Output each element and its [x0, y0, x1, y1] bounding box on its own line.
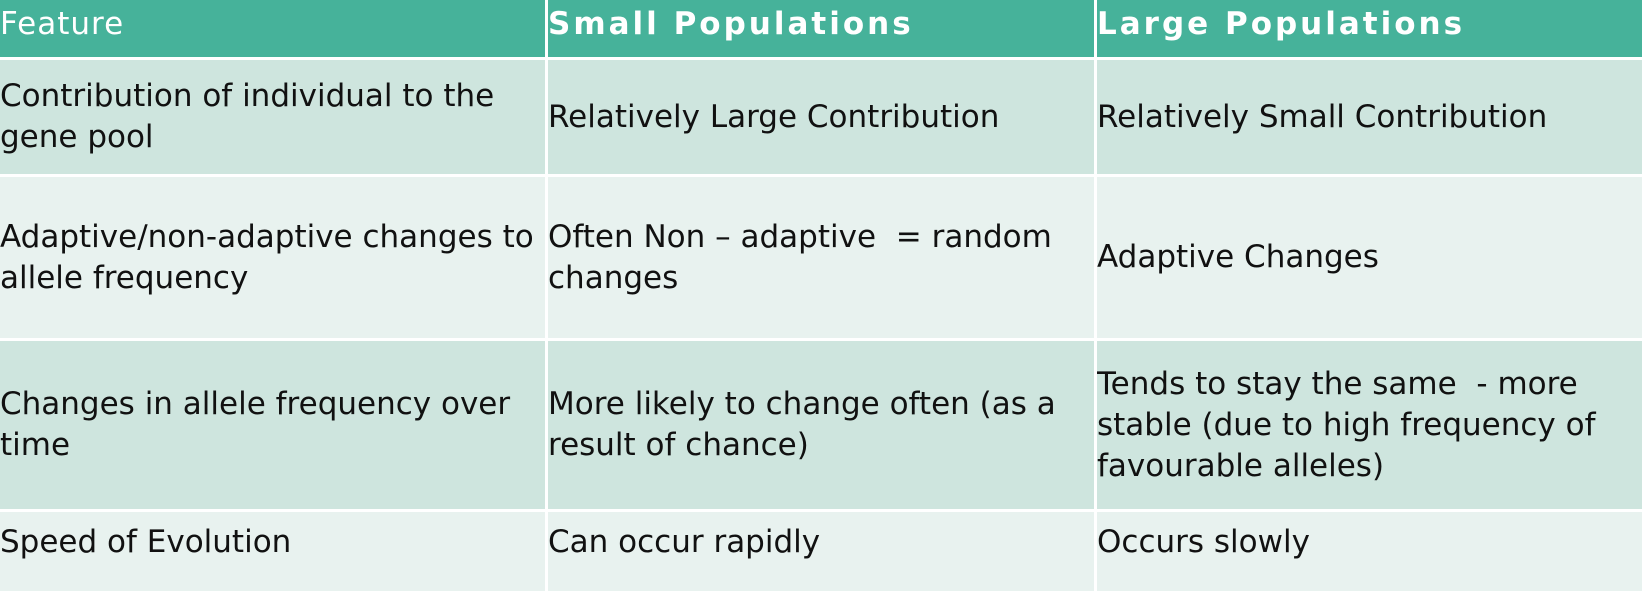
header-large-populations: Large Populations	[1097, 0, 1642, 57]
row-3-feature: Changes in allele frequency over time	[0, 341, 545, 509]
row-3-small: More likely to change often (as a result…	[548, 341, 1094, 509]
row-3-large: Tends to stay the same - more stable (du…	[1097, 341, 1642, 509]
header-small-populations: Small Populations	[548, 0, 1094, 57]
row-1-small: Relatively Large Contribution	[548, 60, 1094, 174]
row-4-large: Occurs slowly	[1097, 512, 1642, 591]
row-4-small: Can occur rapidly	[548, 512, 1094, 591]
row-1-large: Relatively Small Contribution	[1097, 60, 1642, 174]
row-1-feature: Contribution of individual to the gene p…	[0, 60, 545, 174]
row-2-feature: Adaptive/non-adaptive changes to allele …	[0, 177, 545, 338]
row-4-feature: Speed of Evolution	[0, 512, 545, 591]
row-2-large: Adaptive Changes	[1097, 177, 1642, 338]
header-feature: Feature	[0, 0, 545, 57]
row-2-small: Often Non – adaptive = random changes	[548, 177, 1094, 338]
